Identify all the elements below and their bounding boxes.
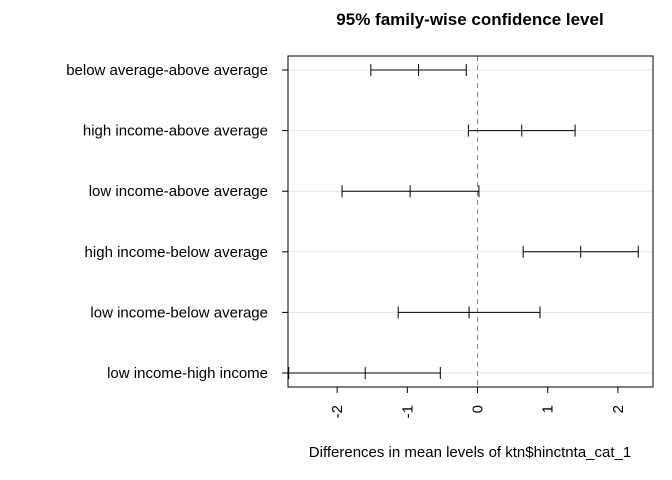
category-label: low income-high income	[107, 365, 268, 382]
interval-row	[370, 64, 467, 76]
interval-row	[522, 245, 639, 258]
category-label: high income-below average	[85, 244, 268, 261]
interval-row	[341, 185, 480, 198]
x-axis-label: Differences in mean levels of ktn$hinctn…	[309, 444, 631, 461]
x-tick-label: -1	[399, 405, 416, 418]
category-label: low income-above average	[89, 183, 268, 200]
x-tick-label: 2	[610, 405, 627, 413]
category-label: low income-below average	[90, 304, 268, 321]
x-tick-label: -2	[329, 405, 346, 418]
x-axis: -2 -1 0 1 2	[329, 387, 627, 418]
interval-row	[288, 367, 441, 379]
grid-layer	[288, 69, 653, 374]
x-tick-label: 1	[540, 405, 557, 413]
category-label: below average-above average	[66, 62, 268, 79]
x-tick-label: 0	[470, 405, 487, 413]
interval-layer	[288, 64, 639, 379]
interval-row	[467, 124, 576, 137]
interval-row	[397, 306, 541, 319]
category-labels: below average-above average high income-a…	[66, 62, 288, 382]
plot-frame	[287, 55, 654, 388]
chart-title: 95% family-wise confidence level	[336, 10, 603, 29]
category-label: high income-above average	[83, 123, 268, 140]
